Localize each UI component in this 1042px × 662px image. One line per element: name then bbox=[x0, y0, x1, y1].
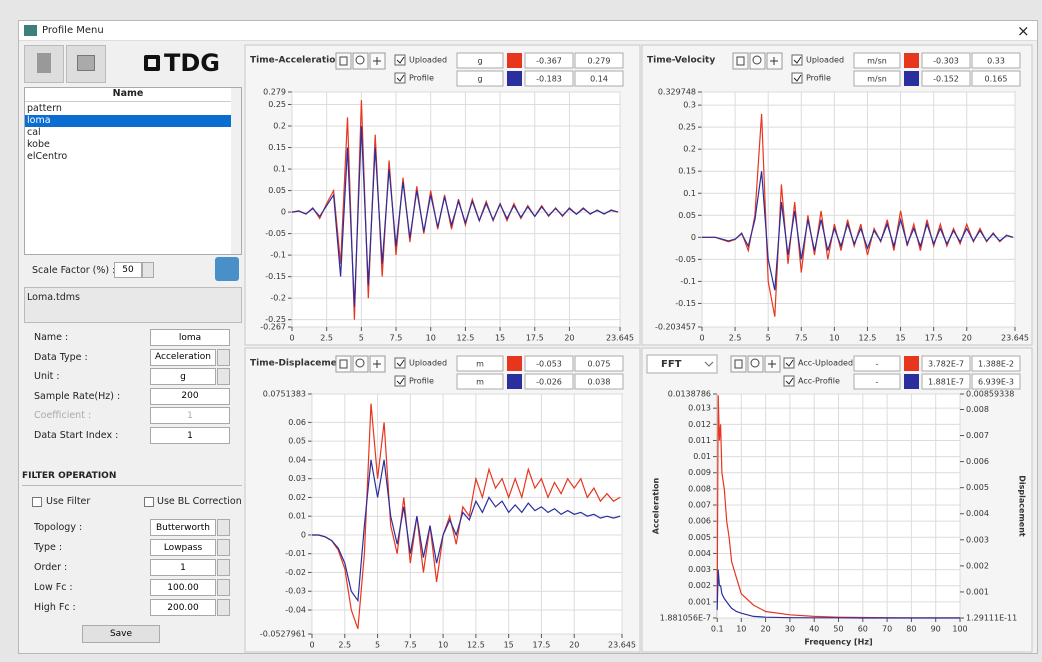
field-label: Sample Rate(Hz) : bbox=[34, 390, 121, 402]
spin-buttons[interactable] bbox=[217, 599, 230, 616]
new-icon bbox=[37, 53, 51, 73]
chart-icon bbox=[77, 55, 95, 71]
field-value[interactable]: 1 bbox=[150, 427, 230, 444]
use-filter-box[interactable] bbox=[32, 497, 42, 507]
file-group bbox=[24, 287, 242, 323]
field-label: Data Start Index : bbox=[34, 430, 119, 441]
spin-buttons[interactable] bbox=[217, 579, 230, 596]
logo: TDG bbox=[164, 49, 220, 77]
dropdown-arrow[interactable] bbox=[217, 368, 230, 386]
scrollbar bbox=[231, 88, 241, 254]
dropdown-arrow[interactable] bbox=[217, 519, 230, 536]
field-value[interactable]: 200.00 bbox=[150, 599, 216, 616]
use-bl-label: Use BL Correction bbox=[157, 496, 242, 507]
app-icon bbox=[24, 25, 37, 36]
field-value[interactable]: Lowpass bbox=[150, 539, 216, 556]
divider bbox=[22, 485, 242, 486]
lock-button[interactable] bbox=[215, 257, 239, 281]
dropdown-arrow[interactable] bbox=[217, 539, 230, 556]
field-label: Coefficient : bbox=[34, 410, 92, 422]
close-button[interactable]: × bbox=[1017, 22, 1030, 40]
field-value[interactable]: Acceleration bbox=[150, 348, 216, 366]
field-label: Order : bbox=[34, 562, 68, 573]
field-label: High Fc : bbox=[34, 602, 76, 613]
field-label: Type : bbox=[34, 542, 63, 553]
list-header: Name bbox=[25, 88, 231, 102]
use-filter-label: Use Filter bbox=[46, 496, 91, 507]
title-bar: Profile Menu × bbox=[19, 21, 1037, 41]
field-label: Topology : bbox=[34, 522, 83, 533]
use-bl-box[interactable] bbox=[144, 497, 154, 507]
filter-heading: FILTER OPERATION bbox=[22, 471, 117, 481]
scale-label: Scale Factor (%) : bbox=[32, 265, 116, 276]
scale-input[interactable]: 50 bbox=[114, 262, 142, 278]
field-value[interactable]: 200 bbox=[150, 387, 230, 405]
field-value[interactable]: 1 bbox=[150, 559, 216, 576]
logo-mark bbox=[144, 55, 160, 71]
field-label: Low Fc : bbox=[34, 582, 73, 593]
profile-item[interactable]: cal bbox=[27, 127, 41, 138]
field-label: Unit : bbox=[34, 371, 60, 383]
profile-item[interactable]: pattern bbox=[27, 103, 62, 114]
file-name: Loma.tdms bbox=[27, 292, 80, 303]
field-value[interactable]: loma bbox=[150, 329, 230, 346]
profile-item[interactable]: elCentro bbox=[27, 151, 68, 162]
field-label: Data Type : bbox=[34, 351, 88, 363]
dropdown-arrow[interactable] bbox=[217, 348, 230, 366]
field-value[interactable]: 100.00 bbox=[150, 579, 216, 596]
profile-item[interactable]: loma bbox=[25, 115, 231, 127]
scale-spin[interactable] bbox=[142, 262, 154, 278]
field-label: Name : bbox=[34, 332, 69, 343]
profile-item[interactable]: kobe bbox=[27, 139, 50, 150]
field-value[interactable]: g bbox=[150, 368, 216, 386]
field-value[interactable]: Butterworth bbox=[150, 519, 216, 536]
profile-list: Name pattern loma cal kobe elCentro bbox=[24, 87, 242, 255]
spin-buttons[interactable] bbox=[217, 559, 230, 576]
window-title: Profile Menu bbox=[42, 25, 104, 36]
field-value: 1 bbox=[150, 407, 230, 425]
sidebar: TDG Name pattern loma cal kobe elCentro Scale F… bbox=[22, 43, 242, 650]
save-button[interactable]: Save bbox=[82, 625, 160, 643]
